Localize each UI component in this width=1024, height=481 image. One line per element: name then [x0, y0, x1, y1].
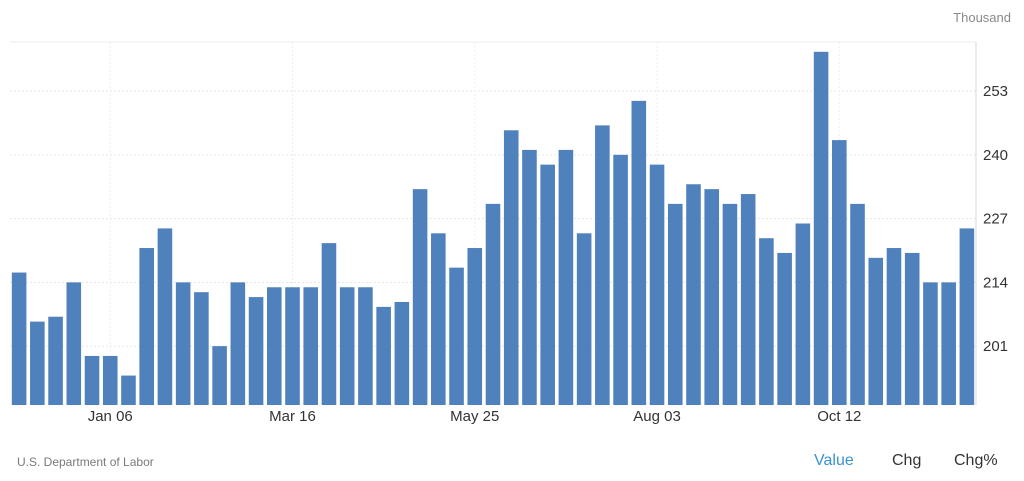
x-tick-label: Jan 06: [88, 408, 133, 425]
bar[interactable]: [722, 203, 738, 405]
bar[interactable]: [868, 257, 884, 405]
bar[interactable]: [613, 154, 628, 405]
y-tick-label: 227: [983, 211, 1008, 228]
y-tick-label: 240: [983, 147, 1008, 164]
bar[interactable]: [759, 238, 774, 405]
bar[interactable]: [813, 51, 829, 405]
x-tick-label: Oct 12: [817, 408, 861, 425]
bar[interactable]: [194, 292, 209, 405]
bar[interactable]: [139, 248, 154, 405]
bar[interactable]: [923, 282, 938, 405]
bar[interactable]: [66, 282, 82, 405]
bar[interactable]: [595, 125, 610, 405]
bar[interactable]: [503, 130, 519, 405]
bar[interactable]: [485, 203, 501, 405]
bar[interactable]: [850, 203, 865, 405]
bar[interactable]: [157, 228, 173, 405]
bar[interactable]: [84, 355, 100, 405]
bar[interactable]: [832, 140, 847, 406]
y-tick-label: 214: [983, 274, 1008, 291]
bar[interactable]: [266, 287, 282, 405]
bar[interactable]: [212, 346, 227, 405]
x-tick-label: May 25: [450, 408, 499, 425]
bar[interactable]: [285, 287, 300, 405]
bar[interactable]: [11, 272, 27, 405]
bar[interactable]: [704, 189, 720, 405]
chart-axes: 201 214 227 240 253 Jan 06 Mar 16 May 25 Aug 03 O…: [88, 42, 1008, 425]
bar[interactable]: [795, 223, 811, 406]
bar[interactable]: [959, 228, 975, 405]
unit-label: Thousand: [953, 10, 1011, 25]
bar[interactable]: [467, 248, 483, 405]
view-tabs: Value Chg Chg%: [724, 452, 1024, 472]
source-label: U.S. Department of Labor: [17, 455, 154, 469]
tab-chg[interactable]: Chg: [892, 452, 922, 469]
bar[interactable]: [649, 164, 665, 405]
y-tick-label: 201: [983, 338, 1008, 355]
tab-chg-percent[interactable]: Chg%: [954, 452, 998, 469]
bar[interactable]: [175, 282, 191, 405]
x-tick-label: Aug 03: [633, 408, 681, 425]
bar[interactable]: [358, 287, 373, 405]
bar[interactable]: [449, 267, 464, 405]
bar[interactable]: [558, 149, 574, 405]
bar[interactable]: [777, 252, 792, 405]
bar[interactable]: [376, 306, 391, 405]
tab-value[interactable]: Value: [814, 452, 854, 469]
bar[interactable]: [48, 316, 63, 405]
bar[interactable]: [886, 248, 902, 405]
bar[interactable]: [941, 282, 956, 405]
bar[interactable]: [121, 375, 136, 405]
bar[interactable]: [740, 194, 756, 405]
bar[interactable]: [321, 243, 337, 405]
bar[interactable]: [248, 297, 264, 405]
x-tick-label: Mar 16: [269, 408, 316, 425]
bar[interactable]: [102, 355, 118, 405]
bar[interactable]: [431, 233, 446, 405]
bar[interactable]: [412, 189, 428, 405]
bar[interactable]: [540, 164, 555, 405]
bar[interactable]: [522, 149, 537, 405]
bar[interactable]: [303, 287, 319, 405]
bar[interactable]: [394, 301, 410, 405]
y-tick-label: 253: [983, 83, 1008, 100]
bar[interactable]: [631, 100, 647, 405]
bar[interactable]: [667, 203, 683, 405]
chart-bars: [11, 51, 975, 406]
bar[interactable]: [686, 184, 701, 405]
bar[interactable]: [576, 233, 592, 405]
bar[interactable]: [339, 287, 355, 405]
bar[interactable]: [230, 282, 246, 405]
bar[interactable]: [30, 321, 45, 405]
bar[interactable]: [904, 252, 920, 405]
